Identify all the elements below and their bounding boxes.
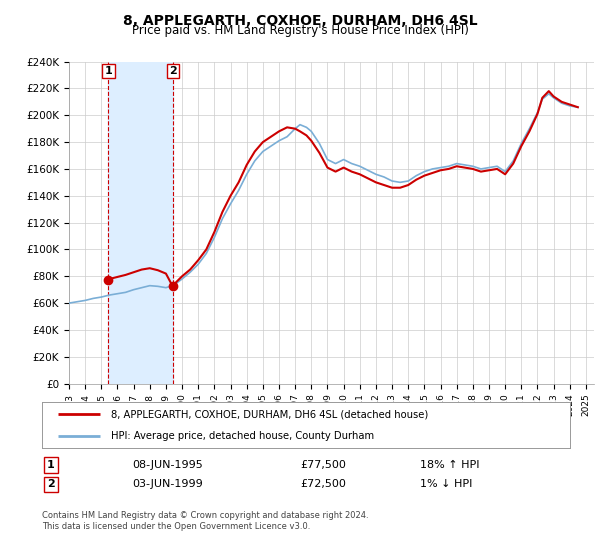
Bar [109,62,173,384]
Text: 18% ↑ HPI: 18% ↑ HPI [420,460,479,470]
Text: HPI: Average price, detached house, County Durham: HPI: Average price, detached house, Coun… [110,431,374,441]
Text: £77,500: £77,500 [300,460,346,470]
Text: 1% ↓ HPI: 1% ↓ HPI [420,479,472,489]
Text: £72,500: £72,500 [300,479,346,489]
Text: 1: 1 [104,66,112,76]
Text: Price paid vs. HM Land Registry's House Price Index (HPI): Price paid vs. HM Land Registry's House … [131,24,469,37]
Text: 1: 1 [47,460,55,470]
Text: 08-JUN-1995: 08-JUN-1995 [132,460,203,470]
Text: This data is licensed under the Open Government Licence v3.0.: This data is licensed under the Open Gov… [42,522,310,531]
Text: Contains HM Land Registry data © Crown copyright and database right 2024.: Contains HM Land Registry data © Crown c… [42,511,368,520]
Text: 2: 2 [169,66,176,76]
Text: 03-JUN-1999: 03-JUN-1999 [132,479,203,489]
Text: 2: 2 [47,479,55,489]
Text: 8, APPLEGARTH, COXHOE, DURHAM, DH6 4SL (detached house): 8, APPLEGARTH, COXHOE, DURHAM, DH6 4SL (… [110,409,428,419]
Text: 8, APPLEGARTH, COXHOE, DURHAM, DH6 4SL: 8, APPLEGARTH, COXHOE, DURHAM, DH6 4SL [122,14,478,28]
